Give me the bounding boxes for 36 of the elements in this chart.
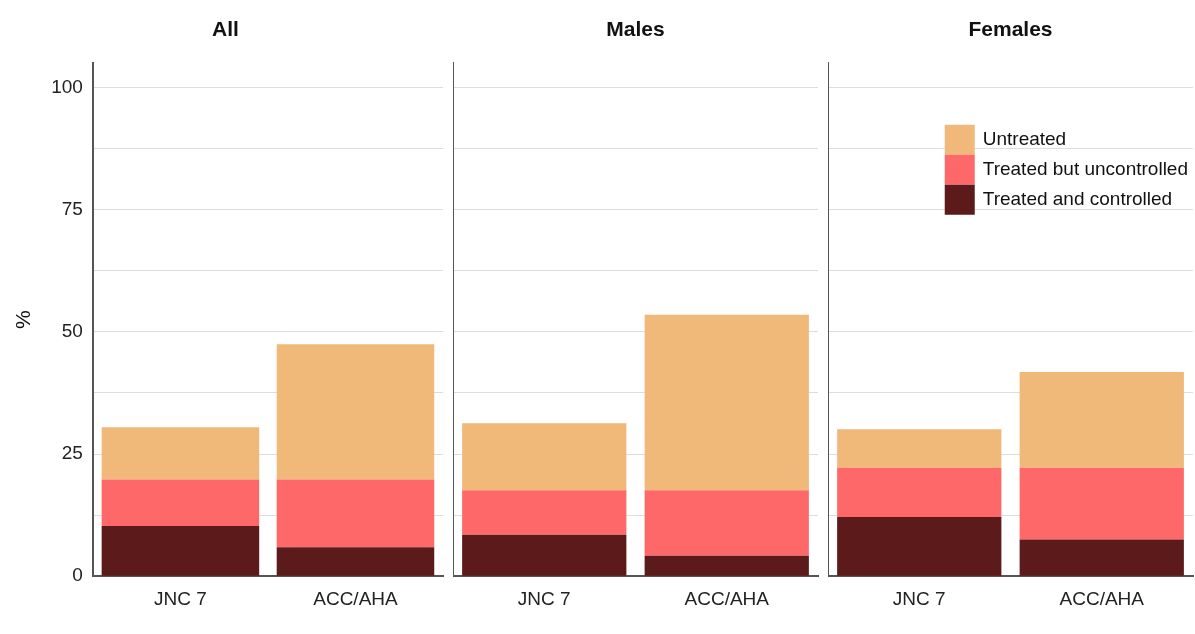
chart-title: Males (606, 17, 665, 41)
y-tick-label: 0 (72, 564, 83, 586)
chart-title: Females (968, 17, 1053, 41)
bar (462, 490, 627, 535)
bar (837, 517, 1002, 576)
bar (276, 479, 435, 548)
y-tick-label: 50 (61, 320, 83, 342)
y-axis-title: % (11, 310, 35, 330)
x-tick-label: JNC 7 (154, 587, 207, 609)
x-tick-label: ACC/AHA (1059, 587, 1145, 609)
bar (462, 534, 627, 576)
bar (644, 314, 809, 491)
bar (644, 555, 809, 576)
bar (101, 525, 260, 576)
bar (1019, 467, 1184, 540)
bar (276, 547, 435, 576)
bar (462, 423, 627, 491)
bar (837, 429, 1002, 468)
bar (101, 427, 260, 480)
chart-title: All (212, 17, 239, 41)
bar (1019, 539, 1184, 576)
bar (1019, 371, 1184, 468)
legend-label: Untreated (982, 127, 1067, 149)
y-tick-label: 100 (51, 75, 83, 97)
y-tick-label: 75 (61, 198, 83, 220)
x-tick-label: ACC/AHA (684, 587, 770, 609)
x-tick-label: ACC/AHA (313, 587, 399, 609)
x-tick-label: JNC 7 (892, 587, 946, 609)
y-tick-label: 25 (61, 442, 83, 464)
bar (276, 344, 435, 480)
legend-label: Treated and controlled (982, 187, 1173, 209)
legend-label: Treated but uncontrolled (982, 157, 1188, 179)
bar (644, 490, 809, 556)
x-tick-label: JNC 7 (517, 587, 571, 609)
bar (101, 479, 260, 526)
bar (837, 467, 1002, 518)
